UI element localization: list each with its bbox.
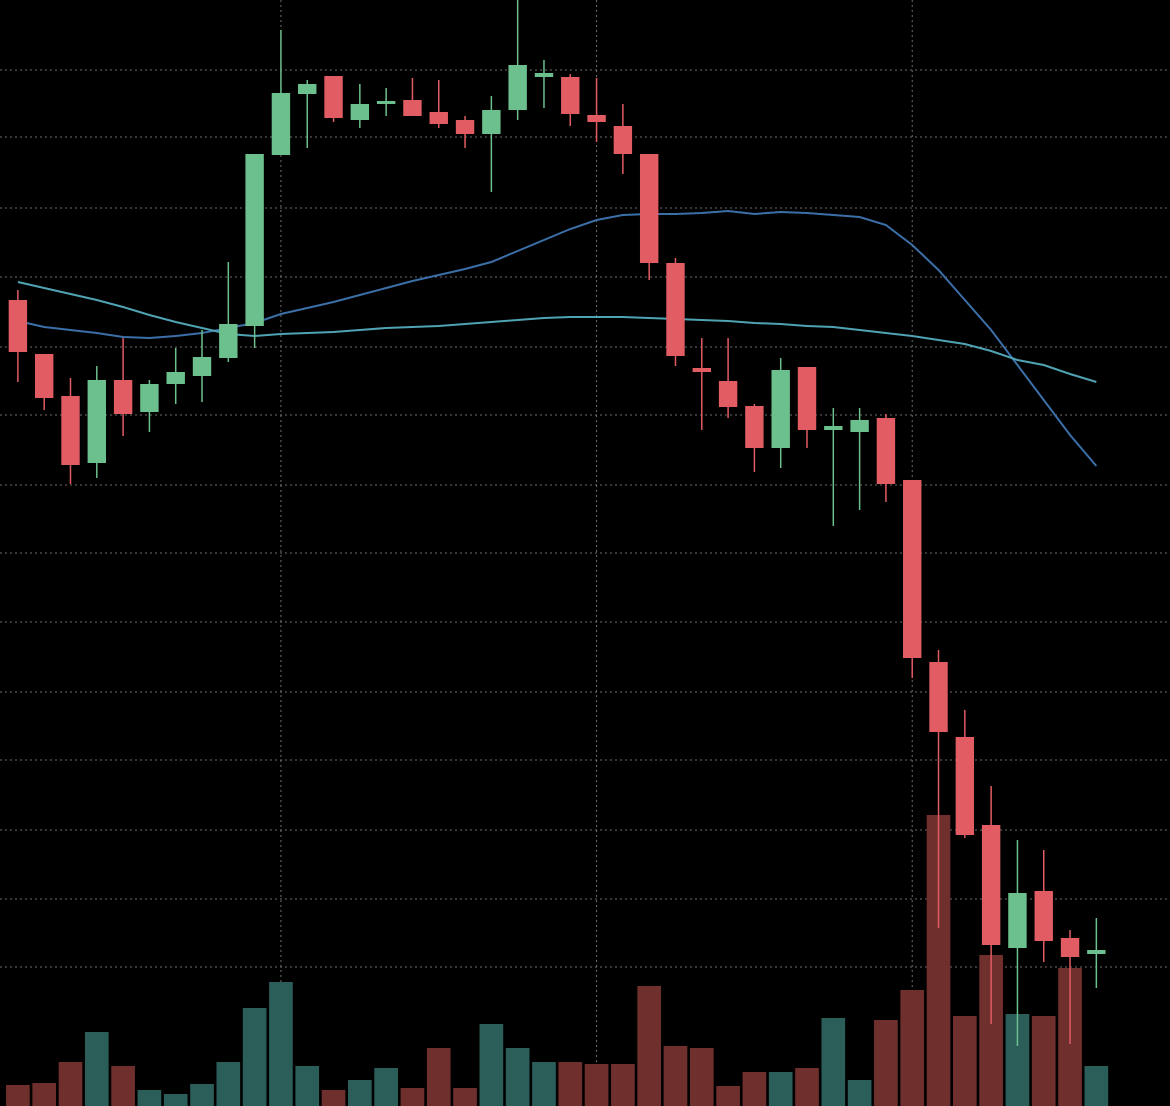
volume-bar <box>216 1062 241 1106</box>
candle-body <box>587 115 606 122</box>
candle-body <box>1087 950 1106 954</box>
volume-bar <box>979 955 1003 1106</box>
volume-bar <box>558 1062 583 1106</box>
candle-body <box>87 380 107 463</box>
volume-bar <box>374 1068 398 1106</box>
candle-body <box>929 662 948 732</box>
candle-body <box>903 480 922 658</box>
candle-body <box>350 104 370 120</box>
candle-body <box>245 154 264 326</box>
candle-body <box>797 367 817 430</box>
volume-bar <box>821 1018 846 1106</box>
volume-bar <box>584 1064 609 1106</box>
candle-body <box>298 84 317 94</box>
candle-body <box>771 370 790 448</box>
candle-body <box>166 372 185 384</box>
moving-average-line <box>17 281 1097 383</box>
volume-bar <box>137 1090 162 1106</box>
candle-body <box>718 381 738 407</box>
volume-bar <box>1084 1066 1109 1106</box>
volume-bar <box>795 1068 819 1106</box>
volume-bar <box>453 1088 477 1106</box>
candle-body <box>140 384 159 412</box>
candle-body <box>508 65 527 110</box>
moving-average-line <box>17 209 1098 467</box>
volume-bar <box>479 1024 504 1106</box>
candle-body <box>219 324 238 358</box>
candle-body <box>271 93 291 155</box>
volume-bar <box>952 1016 977 1106</box>
volume-bar <box>242 1008 267 1106</box>
volume-bar <box>532 1062 556 1106</box>
candle-body <box>613 126 633 154</box>
volume-bar <box>348 1080 372 1106</box>
volume-bar <box>637 986 662 1106</box>
volume-bar <box>190 1084 214 1106</box>
volume-bar <box>400 1088 425 1106</box>
volume-bar <box>900 990 925 1106</box>
candle-body <box>639 154 659 263</box>
candle-body <box>1008 893 1027 948</box>
candle-body <box>482 110 501 134</box>
volume-bar <box>1031 1016 1056 1106</box>
volume-bar <box>663 1046 688 1106</box>
volume-bar <box>269 982 293 1106</box>
candle-body <box>955 737 975 835</box>
candle-body <box>324 76 343 118</box>
candle-body <box>876 418 896 484</box>
candle-body <box>981 825 1001 945</box>
candle-body <box>1034 891 1053 941</box>
volume-bar <box>716 1086 740 1106</box>
candle-body <box>692 368 711 372</box>
candle-body <box>192 357 212 376</box>
candle-body <box>534 73 554 77</box>
volume-bar <box>874 1020 898 1106</box>
candle-body <box>850 420 869 432</box>
volume-bar <box>847 1080 872 1106</box>
volume-bar <box>742 1072 767 1106</box>
volume-bar <box>321 1090 346 1106</box>
volume-bar <box>58 1062 83 1106</box>
volume-bar <box>295 1066 320 1106</box>
volume-bar <box>163 1094 188 1106</box>
volume-bar <box>611 1064 635 1106</box>
volume-bar <box>6 1085 30 1106</box>
volume-bar <box>111 1066 135 1106</box>
candle-body <box>745 406 764 448</box>
volume-bar <box>32 1083 57 1106</box>
candle-body <box>824 426 843 430</box>
volume-bar <box>505 1048 530 1106</box>
candle-body <box>403 100 422 116</box>
candle-body <box>113 380 133 414</box>
candle-body <box>34 354 54 398</box>
candle-body <box>1060 938 1080 957</box>
volume-bar <box>84 1032 109 1106</box>
volume-bar <box>426 1048 451 1106</box>
candle-body <box>8 300 28 352</box>
candle-body <box>429 112 448 124</box>
candle-body <box>561 77 580 114</box>
volume-bar <box>768 1072 793 1106</box>
candle-body <box>61 396 80 465</box>
volume-bar <box>689 1048 714 1106</box>
candle-body <box>666 263 685 356</box>
candle-body <box>376 101 396 104</box>
volume-bar <box>926 815 951 1106</box>
volume-bar <box>1005 1014 1030 1106</box>
candle-body <box>455 120 475 134</box>
